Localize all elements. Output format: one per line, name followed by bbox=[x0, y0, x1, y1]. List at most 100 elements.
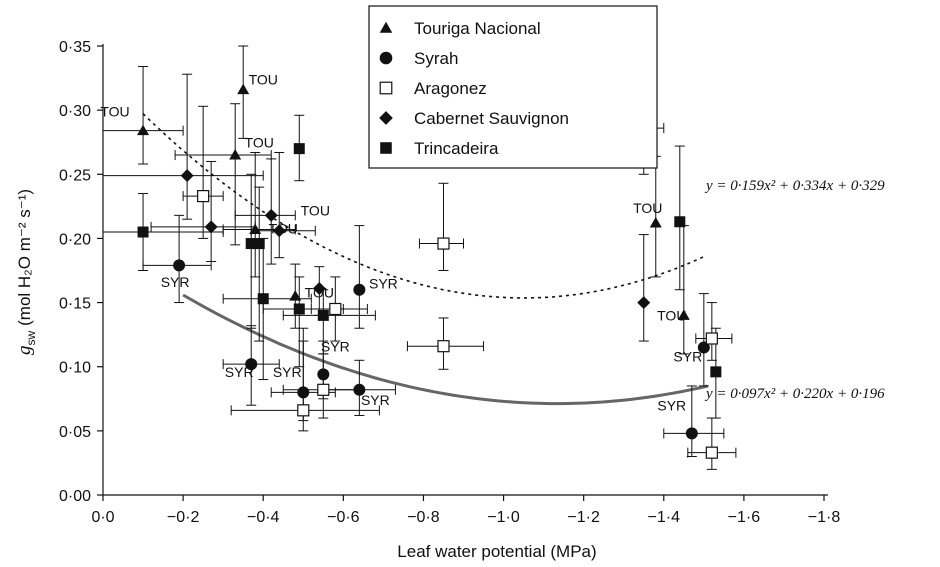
point-trincadeira bbox=[710, 366, 722, 378]
point-trincadeira bbox=[253, 238, 265, 250]
y-axis-subscript: sw bbox=[24, 331, 38, 346]
x-tick-label: −1·4 bbox=[648, 509, 681, 526]
y-tick-label: 0·05 bbox=[59, 424, 91, 441]
y-axis-title: gsw (mol H₂O m⁻² s⁻¹) bbox=[14, 189, 38, 355]
legend-label: Trincadeira bbox=[414, 139, 499, 158]
x-tick-label: −1·8 bbox=[808, 509, 841, 526]
legend-box bbox=[368, 5, 658, 169]
point-aragonez bbox=[437, 340, 450, 353]
y-tick-label: 0·00 bbox=[59, 488, 91, 505]
point-cabernet-sauvignon bbox=[272, 224, 286, 238]
point-cabernet-sauvignon bbox=[204, 220, 218, 234]
legend-items: Touriga Nacional Syrah Aragonez Cabernet Sa… bbox=[379, 19, 569, 158]
y-tick-label: 0·30 bbox=[59, 103, 91, 120]
equation-solid: y = 0·097x² + 0·220x + 0·196 bbox=[704, 386, 885, 402]
x-tick-label: −0·4 bbox=[247, 509, 280, 526]
y-tick-label: 0·35 bbox=[59, 39, 91, 56]
legend-marker-syrah bbox=[379, 51, 393, 65]
label-tou: TOU bbox=[305, 284, 334, 300]
regression-curves bbox=[142, 113, 709, 406]
label-syr: SYR bbox=[361, 392, 390, 408]
legend-marker-aragonez bbox=[379, 81, 393, 95]
legend-label: Syrah bbox=[414, 49, 458, 68]
point-trincadeira bbox=[317, 309, 329, 321]
label-syr: SYR bbox=[321, 338, 350, 354]
point-syrah bbox=[245, 358, 258, 371]
plot-area: 0·0 −0·2 −0·4 −0·6 −0·8 −1·0 −1·2 −1·4 −1·6 −1·8 … bbox=[59, 39, 885, 526]
point-aragonez bbox=[437, 237, 450, 250]
point-aragonez bbox=[317, 383, 330, 396]
label-tou: TOU bbox=[100, 104, 129, 120]
legend-label: Touriga Nacional bbox=[414, 19, 541, 38]
x-tick-label: −0·6 bbox=[327, 509, 360, 526]
point-cabernet-sauvignon bbox=[264, 208, 278, 222]
y-tick-label: 0·25 bbox=[59, 167, 91, 184]
point-cabernet-sauvignon bbox=[180, 169, 194, 183]
point-touriga-nacional bbox=[249, 223, 262, 234]
legend: Touriga Nacional Syrah Aragonez Cabernet Sa… bbox=[368, 5, 658, 169]
point-aragonez bbox=[197, 189, 210, 203]
fit-curve-solid bbox=[182, 293, 709, 406]
label-syr: SYR bbox=[657, 397, 686, 413]
y-tick-label: 0·20 bbox=[59, 231, 91, 248]
point-syrah bbox=[353, 283, 366, 296]
y-axis-ticks: 0·00 0·05 0·10 0·15 0·20 0·25 0·30 0·35 bbox=[59, 39, 103, 505]
point-syrah bbox=[173, 259, 186, 272]
x-axis-ticks: 0·0 −0·2 −0·4 −0·6 −0·8 −1·0 −1·2 −1·4 −1·6 −1·8 bbox=[91, 495, 840, 526]
x-tick-label: −1·2 bbox=[567, 509, 600, 526]
point-aragonez bbox=[329, 302, 342, 316]
point-aragonez bbox=[705, 446, 718, 459]
x-axis-title: Leaf water potential (MPa) bbox=[397, 542, 596, 561]
x-tick-label: −1·6 bbox=[728, 509, 761, 526]
label-syr: SYR bbox=[161, 274, 190, 290]
point-trincadeira bbox=[257, 293, 269, 305]
label-tou: TOU bbox=[633, 200, 662, 216]
legend-marker-cabernet-sauvignon bbox=[379, 111, 393, 125]
point-trincadeira bbox=[674, 216, 686, 228]
point-cabernet-sauvignon bbox=[312, 281, 326, 295]
equation-dotted: y = 0·159x² + 0·334x + 0·329 bbox=[704, 178, 885, 194]
point-cabernet-sauvignon bbox=[637, 296, 651, 310]
legend-label: Aragonez bbox=[414, 79, 487, 98]
point-syrah bbox=[297, 386, 310, 399]
fit-equations: y = 0·159x² + 0·334x + 0·329 y = 0·097x² … bbox=[704, 178, 885, 402]
point-syrah bbox=[317, 368, 330, 381]
label-tou: TOU bbox=[245, 134, 274, 150]
y-tick-label: 0·10 bbox=[59, 360, 91, 377]
x-tick-label: 0·0 bbox=[91, 509, 114, 526]
data-markers bbox=[137, 83, 722, 459]
y-axis-unit: (mol H₂O m⁻² s⁻¹) bbox=[15, 189, 34, 326]
legend-marker-trincadeira bbox=[380, 142, 392, 154]
point-aragonez bbox=[705, 332, 718, 345]
y-axis-symbol: g bbox=[14, 346, 35, 356]
point-syrah bbox=[353, 383, 366, 396]
x-tick-label: −0·8 bbox=[407, 509, 440, 526]
point-touriga-nacional bbox=[649, 217, 662, 228]
y-tick-label: 0·15 bbox=[59, 296, 91, 313]
point-trincadeira bbox=[293, 303, 305, 315]
x-tick-label: −0·2 bbox=[167, 509, 200, 526]
legend-label: Cabernet Sauvignon bbox=[414, 109, 569, 128]
label-syr: SYR bbox=[369, 275, 398, 291]
label-tou: TOU bbox=[657, 308, 686, 324]
label-syr: SYR bbox=[273, 364, 302, 380]
point-touriga-nacional bbox=[237, 83, 250, 95]
point-touriga-nacional bbox=[229, 149, 242, 160]
label-tou: TOU bbox=[301, 202, 330, 218]
label-tou: TOU bbox=[249, 71, 278, 87]
label-syr: SYR bbox=[225, 364, 254, 380]
point-syrah bbox=[685, 427, 698, 440]
point-trincadeira bbox=[245, 238, 257, 250]
point-touriga-nacional bbox=[289, 290, 302, 301]
point-touriga-nacional bbox=[137, 124, 150, 136]
label-syr: SYR bbox=[673, 349, 702, 365]
point-trincadeira bbox=[137, 226, 149, 238]
legend-marker-touriga-nacional bbox=[379, 21, 393, 33]
label-tou: TOU bbox=[269, 220, 298, 236]
point-touriga-nacional bbox=[677, 309, 690, 320]
x-tick-label: −1·0 bbox=[487, 509, 520, 526]
point-aragonez bbox=[297, 404, 310, 417]
point-trincadeira bbox=[293, 143, 305, 155]
